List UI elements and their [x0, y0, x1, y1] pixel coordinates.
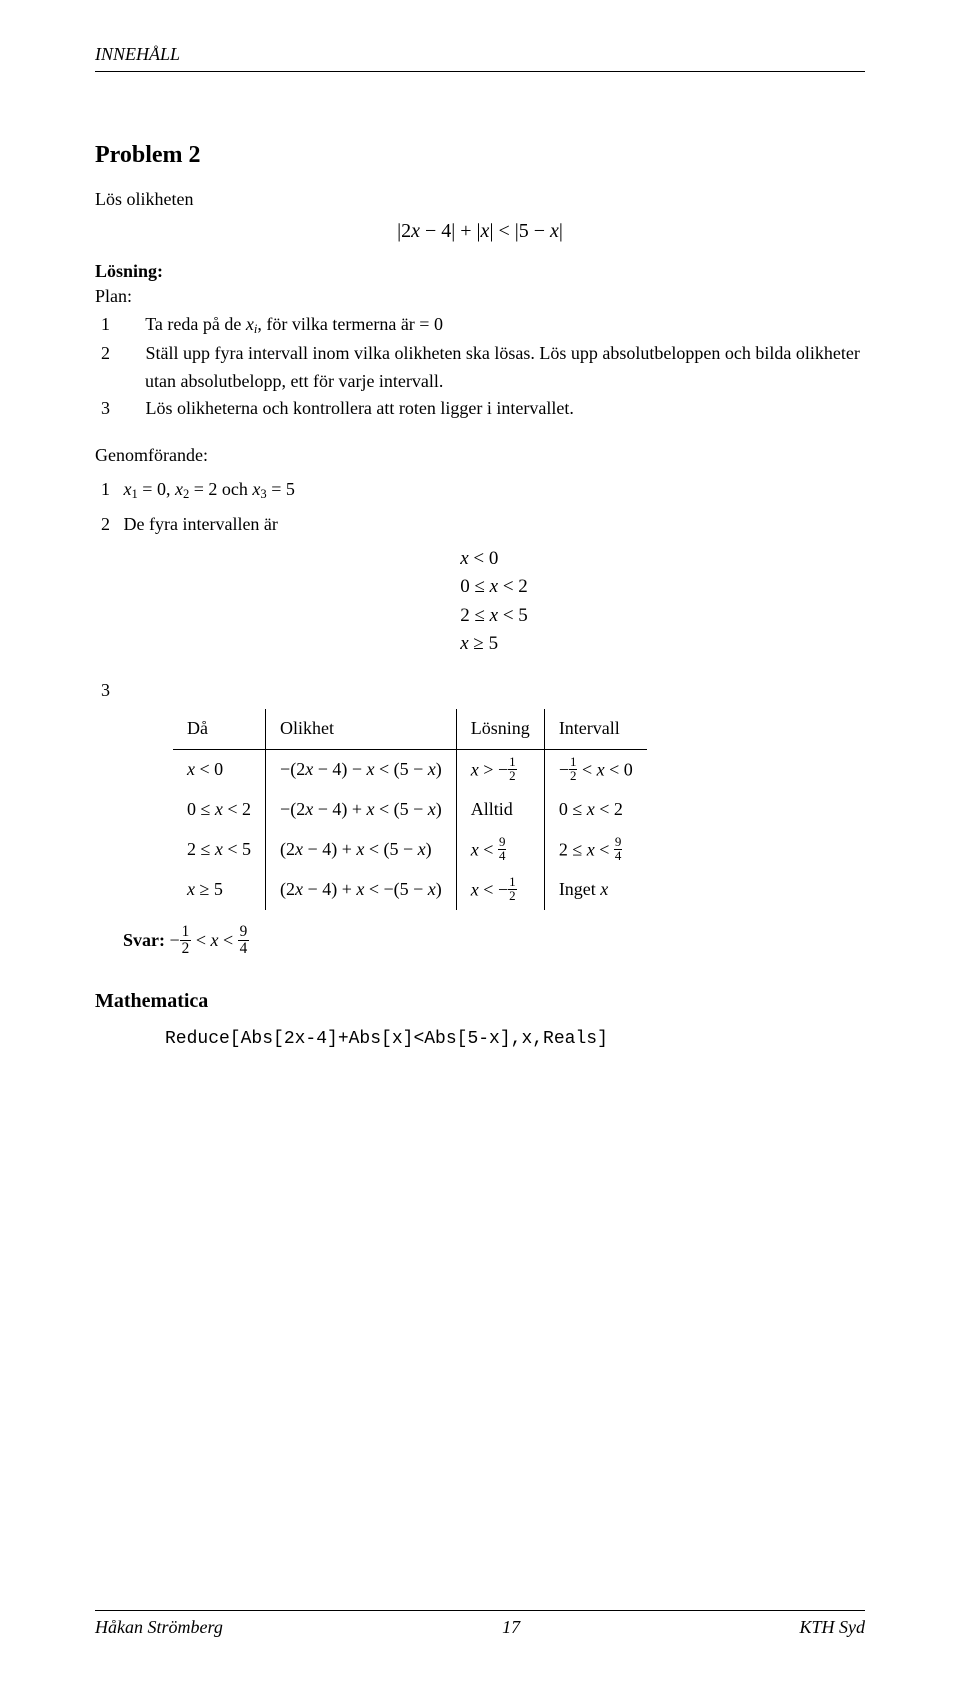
answer-line: Svar: −12 < x < 94: [123, 926, 865, 958]
interval-lines: x < 0 0 ≤ x < 2 2 ≤ x < 5 x ≥ 5: [460, 545, 528, 659]
footer-left: Håkan Strömberg: [95, 1617, 223, 1638]
table-row: x < 0 −(2x − 4) − x < (5 − x) x > −12 −1…: [173, 749, 647, 790]
genomforande-label: Genomförande:: [95, 445, 865, 466]
page-footer: Håkan Strömberg 17 KTH Syd: [95, 1610, 865, 1638]
table-row: 0 ≤ x < 2 −(2x − 4) + x < (5 − x) Alltid…: [173, 790, 647, 830]
list-item: 2 De fyra intervallen är x < 0 0 ≤ x < 2…: [123, 511, 865, 659]
table-row: x ≥ 5 (2x − 4) + x < −(5 − x) x < −12 In…: [173, 870, 647, 910]
list-item: 1 Ta reda på de xi, för vilka termerna ä…: [123, 311, 865, 340]
problem-lead: Lös olikheten: [95, 189, 865, 210]
losning-label: Lösning:: [95, 261, 865, 282]
table-header: Olikhet: [266, 709, 457, 749]
mathematica-code: Reduce[Abs[2x-4]+Abs[x]<Abs[5-x],x,Reals…: [165, 1029, 865, 1049]
table-header: Lösning: [456, 709, 544, 749]
list-item: 3 Lös olikheterna och kontrollera att ro…: [123, 395, 865, 423]
list-item: 1 x1 = 0, x2 = 2 och x3 = 5: [123, 476, 865, 505]
cases-table: Då Olikhet Lösning Intervall x < 0 −(2x …: [173, 709, 647, 911]
list-item: 2 Ställ upp fyra intervall inom vilka ol…: [123, 340, 865, 396]
plan-label: Plan:: [95, 286, 865, 307]
problem-title: Problem 2: [95, 142, 865, 169]
footer-center: 17: [502, 1617, 520, 1638]
problem-inequality: |2x − 4| + |x| < |5 − x|: [95, 220, 865, 243]
page-header: INNEHÅLL: [95, 44, 865, 72]
table-header: Då: [173, 709, 266, 749]
table-row: 2 ≤ x < 5 (2x − 4) + x < (5 − x) x < 94 …: [173, 830, 647, 870]
mathematica-label: Mathematica: [95, 990, 865, 1013]
plan-list: 1 Ta reda på de xi, för vilka termerna ä…: [95, 311, 865, 423]
list-item: 3 Då Olikhet Lösning Intervall x < 0 −(2…: [123, 677, 865, 911]
table-header: Intervall: [544, 709, 646, 749]
footer-right: KTH Syd: [799, 1617, 865, 1638]
genomforande-list: 1 x1 = 0, x2 = 2 och x3 = 5 2 De fyra in…: [95, 476, 865, 910]
